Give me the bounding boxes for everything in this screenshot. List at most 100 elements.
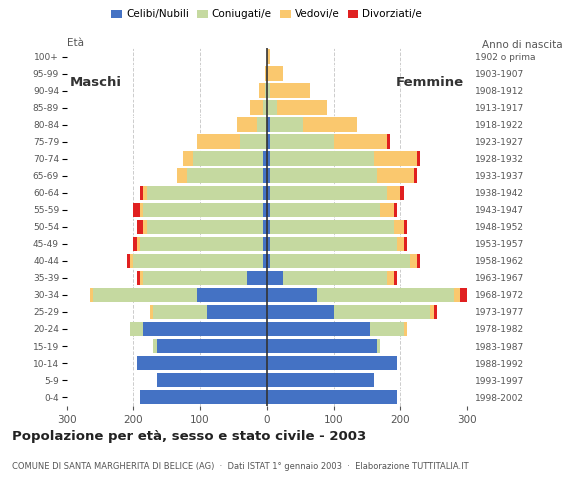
Bar [140, 203, 143, 217]
Bar [267, 373, 374, 387]
Bar [150, 305, 153, 319]
Bar [267, 203, 270, 217]
Bar [90, 288, 93, 302]
Bar [263, 100, 267, 115]
Bar [130, 253, 133, 268]
Bar [267, 118, 270, 132]
Bar [266, 84, 267, 98]
Bar [263, 185, 267, 200]
Bar [270, 253, 410, 268]
Bar [270, 185, 387, 200]
Bar [130, 322, 143, 336]
Bar [370, 322, 404, 336]
Bar [387, 271, 393, 285]
Bar [143, 322, 267, 336]
Bar [143, 271, 247, 285]
Bar [147, 185, 263, 200]
Bar [400, 185, 404, 200]
Bar [263, 168, 267, 183]
Bar [267, 305, 334, 319]
Bar [250, 100, 263, 115]
Text: Maschi: Maschi [70, 75, 122, 88]
Bar [270, 168, 377, 183]
Bar [267, 185, 270, 200]
Bar [247, 271, 267, 285]
Bar [434, 305, 437, 319]
Bar [263, 253, 267, 268]
Text: Popolazione per età, sesso e stato civile - 2003: Popolazione per età, sesso e stato civil… [12, 430, 366, 443]
Bar [157, 373, 267, 387]
Bar [140, 271, 143, 285]
Bar [270, 237, 397, 251]
Bar [377, 339, 380, 353]
Bar [237, 118, 257, 132]
Bar [277, 100, 327, 115]
Bar [157, 339, 267, 353]
Bar [93, 288, 197, 302]
Text: Età: Età [67, 38, 84, 48]
Bar [263, 203, 267, 217]
Bar [183, 152, 194, 166]
Bar [187, 168, 263, 183]
Bar [430, 305, 434, 319]
Bar [270, 203, 380, 217]
Bar [267, 152, 270, 166]
Bar [194, 152, 263, 166]
Bar [133, 237, 137, 251]
Bar [137, 219, 143, 234]
Text: Anno di nascita: Anno di nascita [482, 40, 563, 50]
Bar [454, 288, 461, 302]
Bar [377, 168, 414, 183]
Bar [284, 271, 387, 285]
Bar [177, 168, 187, 183]
Bar [270, 118, 303, 132]
Text: COMUNE DI SANTA MARGHERITA DI BELICE (AG)  ·  Dati ISTAT 1° gennaio 2003  ·  Ela: COMUNE DI SANTA MARGHERITA DI BELICE (AG… [12, 462, 468, 471]
Bar [207, 305, 267, 319]
Bar [387, 134, 390, 149]
Bar [153, 305, 207, 319]
Bar [404, 219, 407, 234]
Bar [374, 152, 417, 166]
Bar [267, 356, 397, 370]
Bar [137, 356, 267, 370]
Bar [267, 237, 270, 251]
Bar [267, 100, 277, 115]
Legend: Celibi/Nubili, Coniugati/e, Vedovi/e, Divorziati/e: Celibi/Nubili, Coniugati/e, Vedovi/e, Di… [107, 5, 426, 24]
Bar [137, 271, 140, 285]
Bar [133, 253, 263, 268]
Bar [267, 84, 270, 98]
Bar [263, 219, 267, 234]
Bar [410, 253, 417, 268]
Bar [140, 390, 267, 404]
Text: Femmine: Femmine [396, 75, 463, 88]
Bar [197, 134, 240, 149]
Bar [267, 322, 370, 336]
Bar [267, 134, 270, 149]
Bar [259, 84, 266, 98]
Bar [140, 185, 143, 200]
Bar [267, 288, 317, 302]
Bar [397, 237, 404, 251]
Bar [270, 134, 334, 149]
Bar [197, 288, 267, 302]
Bar [153, 339, 157, 353]
Bar [393, 219, 404, 234]
Bar [417, 253, 420, 268]
Bar [387, 185, 400, 200]
Bar [317, 288, 454, 302]
Bar [147, 219, 263, 234]
Bar [267, 339, 377, 353]
Bar [126, 253, 130, 268]
Bar [270, 152, 374, 166]
Bar [140, 237, 263, 251]
Bar [267, 49, 270, 64]
Bar [393, 203, 397, 217]
Bar [334, 305, 430, 319]
Bar [143, 219, 147, 234]
Bar [267, 168, 270, 183]
Bar [270, 219, 393, 234]
Bar [266, 66, 267, 81]
Bar [417, 152, 420, 166]
Bar [404, 237, 407, 251]
Bar [414, 168, 417, 183]
